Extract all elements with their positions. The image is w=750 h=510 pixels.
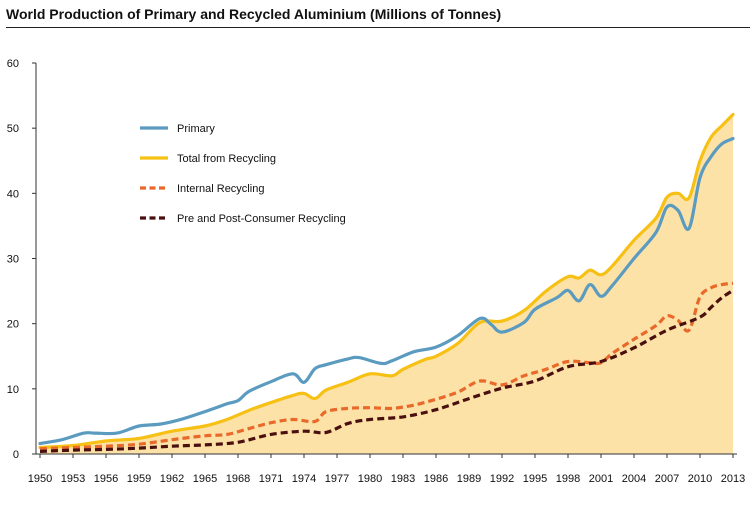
title-divider <box>6 27 750 28</box>
x-tick-label: 2007 <box>655 473 679 485</box>
line-layer <box>38 112 735 453</box>
x-tick-label: 1950 <box>28 473 52 485</box>
x-tick-label: 1992 <box>490 473 514 485</box>
x-tick-label: 1971 <box>259 473 283 485</box>
y-tick-label: 60 <box>7 58 19 70</box>
legend-label-total-from-recycling: Total from Recycling <box>177 153 276 165</box>
x-tick-label: 1968 <box>226 473 250 485</box>
x-tick-label: 1956 <box>94 473 118 485</box>
area-layer <box>40 114 733 454</box>
x-tick-label: 1974 <box>292 473 316 485</box>
primary-line <box>38 137 735 446</box>
y-tick-label: 50 <box>7 123 19 135</box>
chart-title: World Production of Primary and Recycled… <box>6 6 502 22</box>
y-tick-label: 0 <box>13 449 19 461</box>
x-tick-label: 1989 <box>457 473 481 485</box>
x-tick-label: 1980 <box>358 473 382 485</box>
x-tick-label: 2001 <box>589 473 613 485</box>
x-tick-label: 1983 <box>391 473 415 485</box>
x-tick-label: 1953 <box>61 473 85 485</box>
total-from-recycling-line <box>38 112 735 450</box>
x-tick-label: 1995 <box>523 473 547 485</box>
legend-label-primary: Primary <box>177 123 215 135</box>
x-tick-label: 1959 <box>127 473 151 485</box>
x-tick-label: 2013 <box>721 473 745 485</box>
x-tick-label: 1998 <box>556 473 580 485</box>
x-tick-label: 1965 <box>193 473 217 485</box>
pre-and-post-consumer-recycling-line <box>39 289 734 453</box>
axis-layer: 0 10 20 30 40 50 60 1950 1953 1956 1959 1962 1965 196… <box>7 58 745 485</box>
y-tick-label: 40 <box>7 188 19 200</box>
y-tick-label: 20 <box>7 319 19 331</box>
x-tick-label: 1986 <box>424 473 448 485</box>
x-tick-label: 1977 <box>325 473 349 485</box>
x-tick-label: 2010 <box>688 473 712 485</box>
legend: Primary Total from Recycling Internal Recy… <box>140 123 346 225</box>
internal-recycling-line <box>39 281 734 451</box>
legend-label-pre-and-post-consumer-recycling: Pre and Post-Consumer Recycling <box>177 213 346 225</box>
y-tick-label: 30 <box>7 254 19 266</box>
x-tick-label: 1962 <box>160 473 184 485</box>
total-from-recycling-area <box>40 114 733 454</box>
legend-label-internal-recycling: Internal Recycling <box>177 183 264 195</box>
y-tick-label: 10 <box>7 384 19 396</box>
x-tick-label: 2004 <box>622 473 646 485</box>
